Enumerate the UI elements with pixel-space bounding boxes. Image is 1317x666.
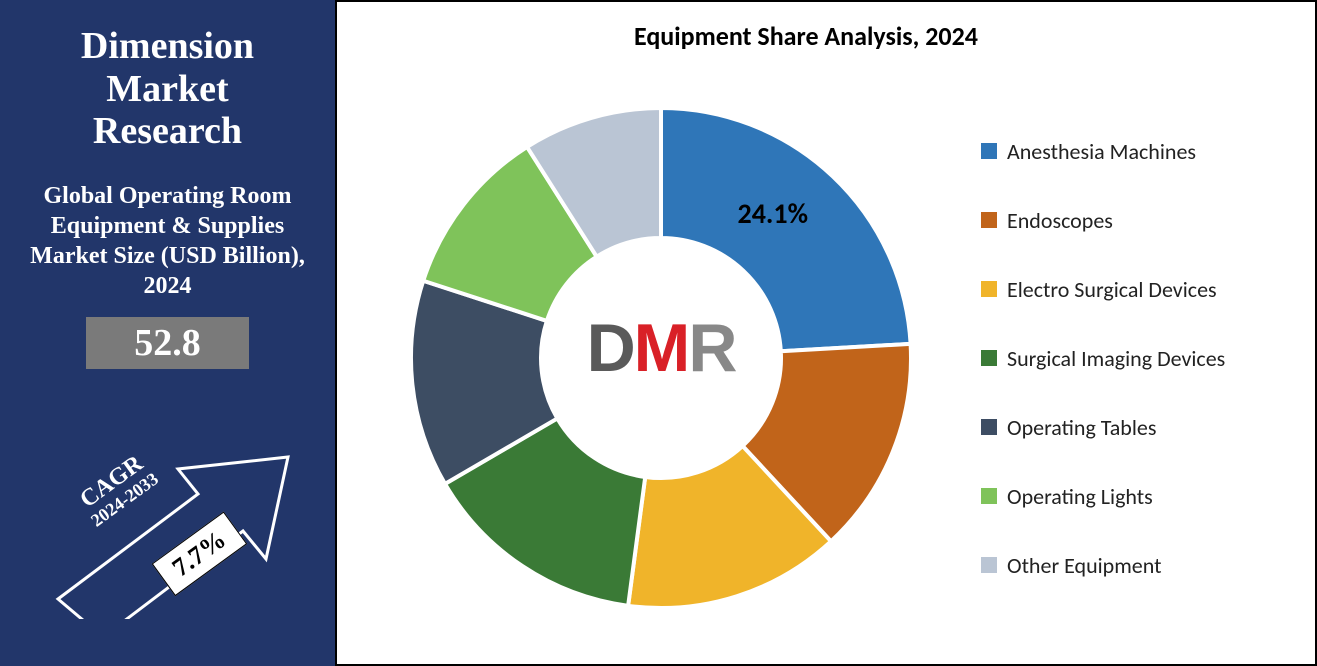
brand-line-2: Market (81, 68, 254, 111)
logo-m: M (634, 310, 689, 386)
legend-label: Electro Surgical Devices (1007, 276, 1217, 303)
legend-item: Operating Lights (981, 483, 1291, 510)
chart-title: Equipment Share Analysis, 2024 (361, 20, 1291, 52)
highlight-slice-label: 24.1% (738, 196, 808, 231)
legend-swatch (981, 212, 997, 228)
logo-d: D (587, 310, 634, 386)
legend-swatch (981, 419, 997, 435)
market-size-value: 52.8 (86, 317, 249, 369)
legend-item: Anesthesia Machines (981, 138, 1291, 165)
legend-label: Endoscopes (1007, 207, 1113, 234)
legend-swatch (981, 557, 997, 573)
legend-label: Operating Tables (1007, 414, 1156, 441)
brand-title: Dimension Market Research (81, 25, 254, 153)
arrow-icon (38, 439, 298, 619)
chart-panel: Equipment Share Analysis, 2024 DMR 24.1%… (335, 0, 1317, 666)
legend-item: Other Equipment (981, 552, 1291, 579)
market-subtitle: Global Operating Room Equipment & Suppli… (22, 181, 313, 301)
legend-item: Endoscopes (981, 207, 1291, 234)
center-logo: DMR (587, 314, 736, 382)
brand-line-3: Research (81, 110, 254, 153)
legend-label: Anesthesia Machines (1007, 138, 1196, 165)
legend-swatch (981, 143, 997, 159)
logo-r: R (688, 310, 735, 386)
legend-item: Operating Tables (981, 414, 1291, 441)
legend-swatch (981, 488, 997, 504)
legend-label: Operating Lights (1007, 483, 1153, 510)
chart-legend: Anesthesia Machines Endoscopes Electro Sur… (961, 118, 1291, 579)
chart-body: DMR 24.1% Anesthesia Machines Endoscopes E… (361, 58, 1291, 638)
brand-line-1: Dimension (81, 25, 254, 68)
legend-label: Other Equipment (1007, 552, 1161, 579)
donut-chart: DMR 24.1% (361, 68, 961, 628)
cagr-arrow: CAGR 2024-2033 7.7% (38, 439, 298, 619)
legend-swatch (981, 350, 997, 366)
left-panel: Dimension Market Research Global Operati… (0, 0, 335, 666)
legend-swatch (981, 281, 997, 297)
legend-item: Electro Surgical Devices (981, 276, 1291, 303)
legend-label: Surgical Imaging Devices (1007, 345, 1225, 372)
legend-item: Surgical Imaging Devices (981, 345, 1291, 372)
